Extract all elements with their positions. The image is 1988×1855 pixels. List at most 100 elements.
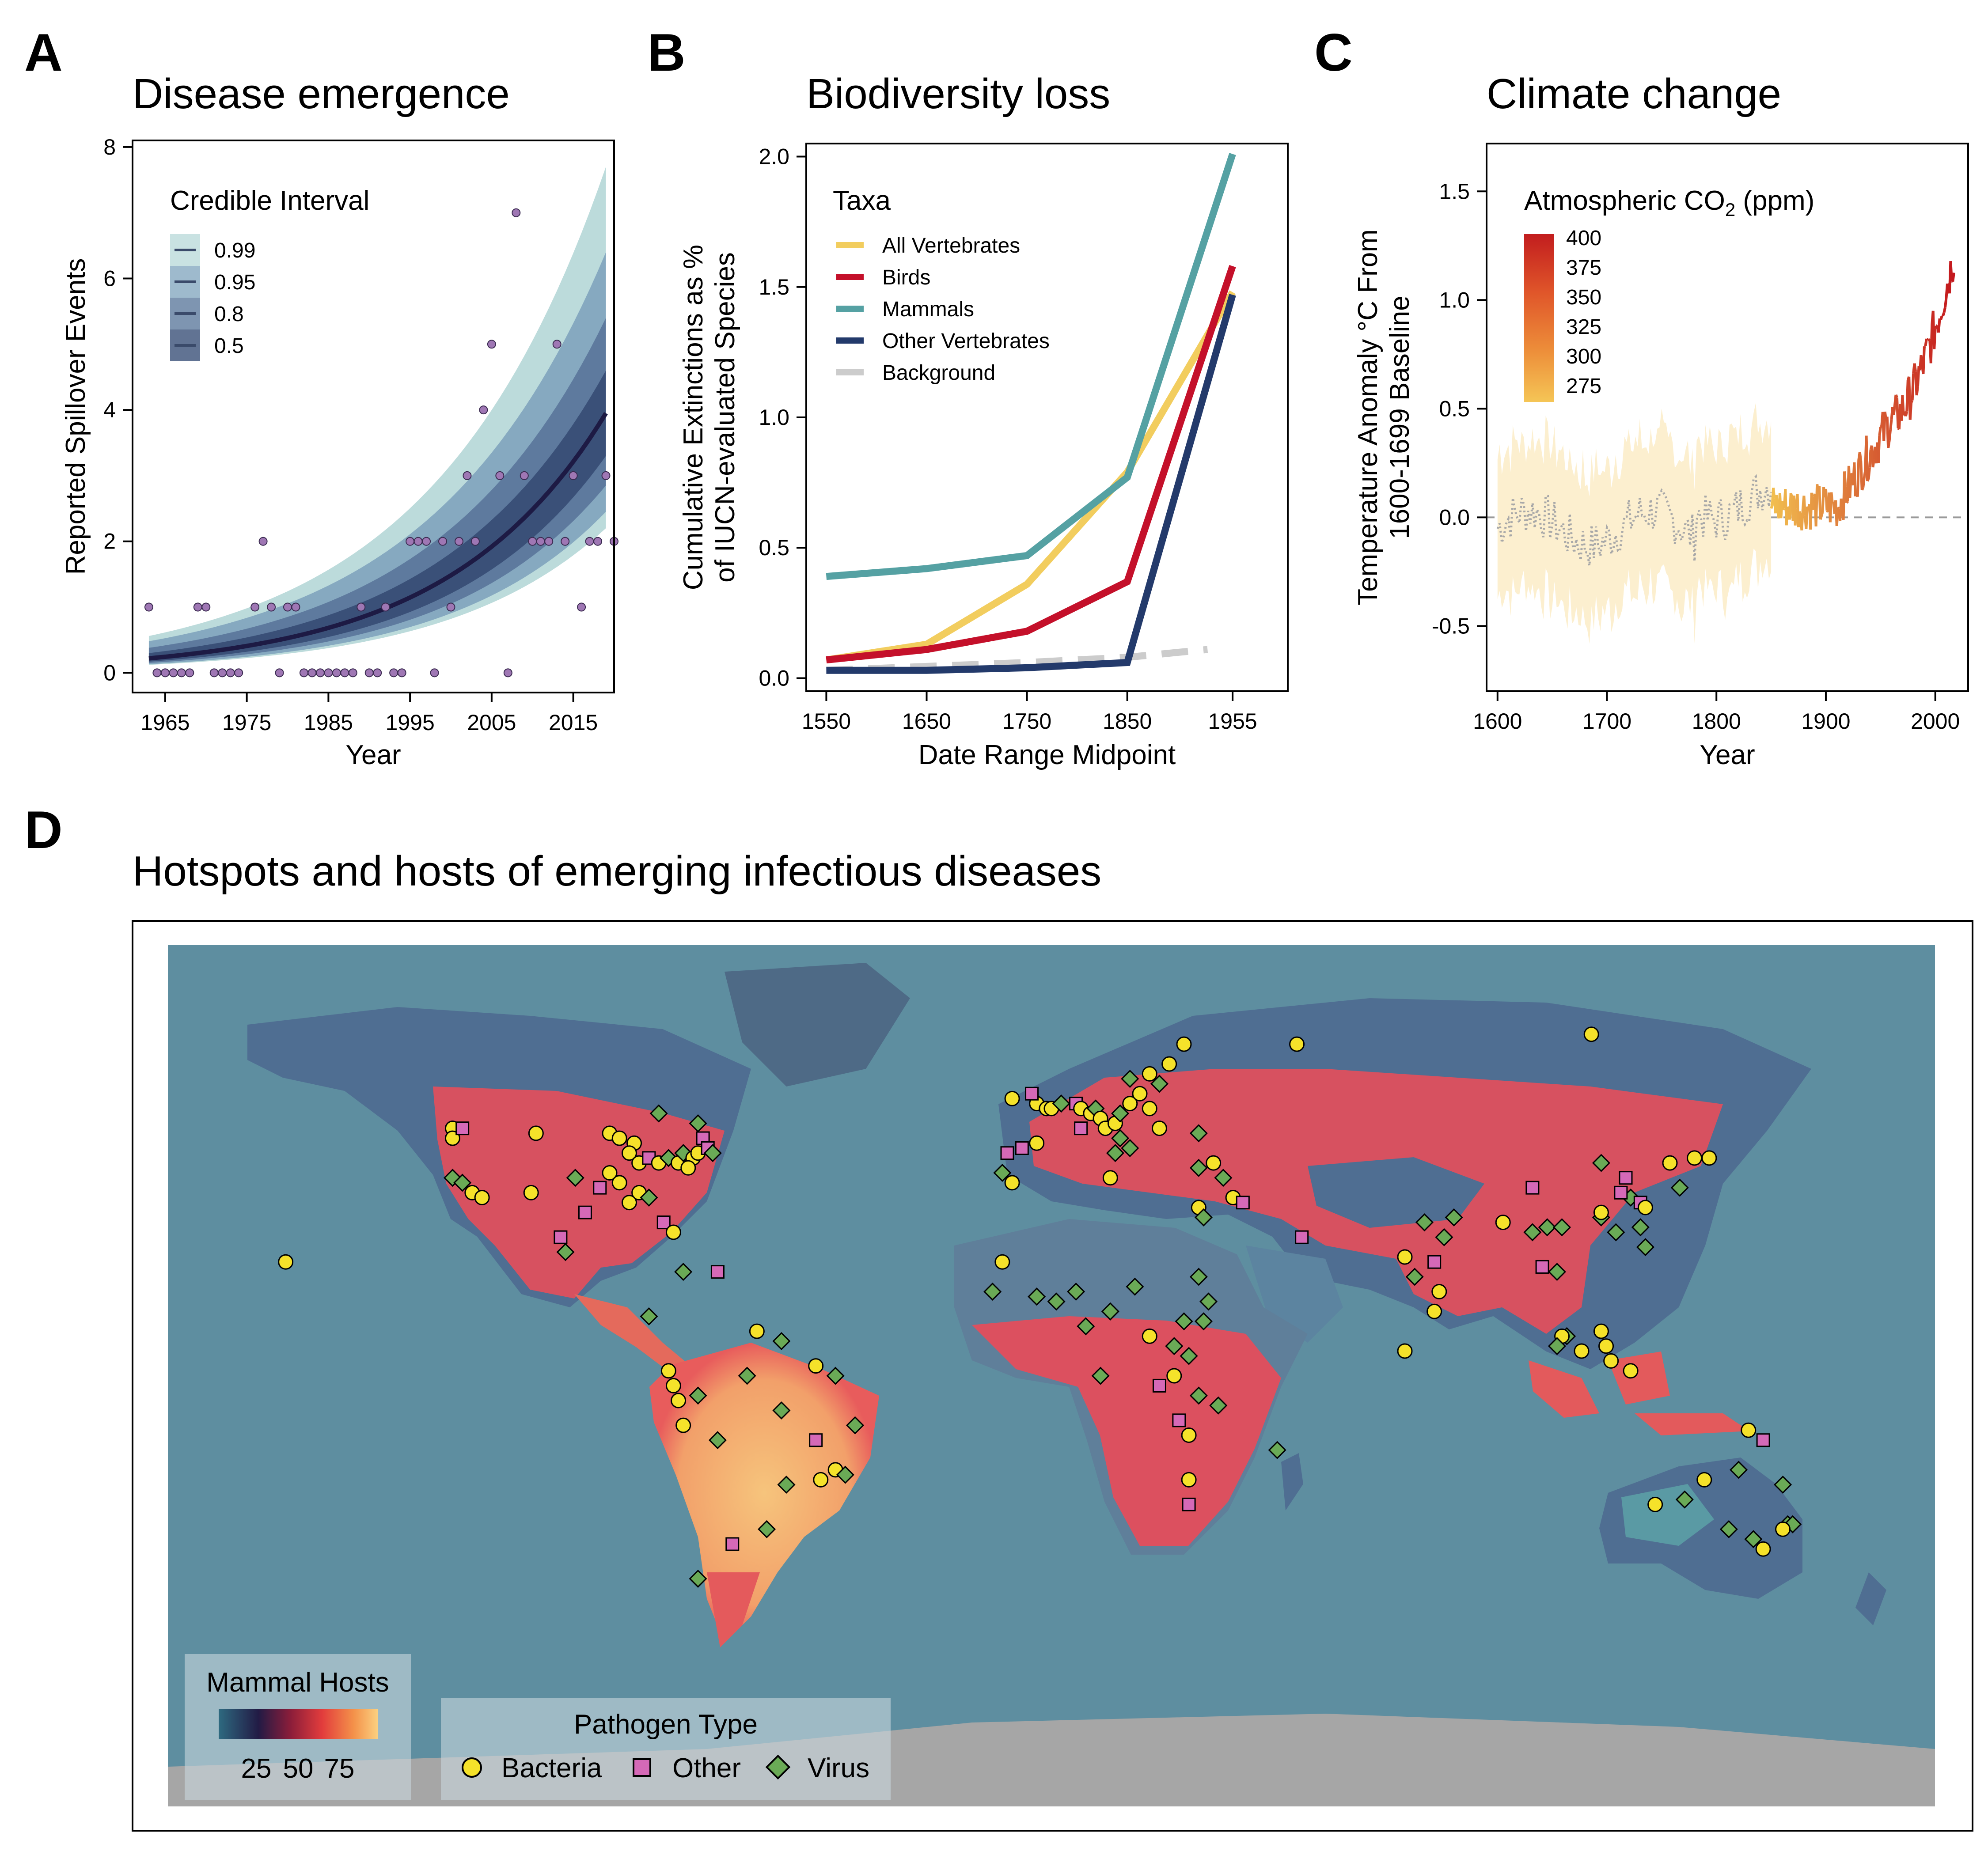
- other-point: [1172, 1413, 1186, 1427]
- bacteria-point: [1583, 1026, 1599, 1042]
- bacteria-point: [680, 1160, 696, 1176]
- virus-point: [846, 1416, 865, 1435]
- bacteria-point: [1181, 1472, 1197, 1488]
- other-point: [1025, 1086, 1039, 1101]
- instrumental-segment: [1859, 461, 1863, 490]
- panel-c-x-tick-label: 1900: [1801, 709, 1850, 734]
- panel-a-y-tick-label: 0: [103, 660, 116, 685]
- spillover-point: [315, 668, 325, 678]
- virus-point: [1111, 1129, 1130, 1147]
- taxa-legend-label: Other Vertebrates: [882, 329, 1050, 353]
- instrumental-segment: [1922, 346, 1926, 375]
- virus-point: [1268, 1441, 1286, 1459]
- panel-b-y-tick-label: 0.5: [759, 535, 789, 560]
- svg-text:Temperature Anomaly °C From: Temperature Anomaly °C From: [1353, 229, 1383, 606]
- virus-point: [1548, 1337, 1566, 1355]
- panel-b-x-tick-label: 1955: [1208, 709, 1257, 734]
- bacteria-point: [1142, 1328, 1157, 1344]
- panel-b-y-tick-label: 1.5: [759, 275, 789, 299]
- mammal-hosts-legend: Mammal Hosts 25 50 75: [185, 1654, 411, 1800]
- instrumental-segment: [1946, 283, 1950, 287]
- panel-a-y-tick-label: 6: [103, 266, 116, 291]
- panel-a-frame: [132, 140, 615, 693]
- virus-point: [1548, 1263, 1566, 1281]
- virus-point: [1126, 1277, 1144, 1296]
- other-point: [1535, 1260, 1549, 1274]
- other-point: [1525, 1181, 1540, 1195]
- spillover-point: [144, 602, 153, 612]
- virus-point: [738, 1367, 756, 1385]
- spillover-point: [299, 668, 308, 678]
- spillover-point: [218, 668, 227, 678]
- co2-legend-title: Atmospheric CO2 (ppm): [1524, 186, 1814, 220]
- spillover-point: [430, 668, 439, 678]
- spillover-point: [234, 668, 243, 678]
- panel-c-title: Climate change: [1487, 70, 1781, 117]
- taxa-legend-label: All Vertebrates: [882, 234, 1020, 257]
- spillover-point: [258, 537, 268, 546]
- credible-band: [148, 370, 606, 662]
- other-point: [1152, 1378, 1166, 1393]
- other-point: [554, 1230, 568, 1244]
- median-curve: [148, 412, 608, 661]
- spillover-point: [283, 602, 292, 612]
- spillover-point: [479, 405, 488, 415]
- bacteria-point: [1004, 1175, 1020, 1191]
- spillover-point: [536, 537, 545, 546]
- credible-legend-label: 0.95: [214, 271, 255, 294]
- virus-point: [1405, 1268, 1424, 1286]
- panel-a-y-tick-label: 8: [103, 135, 116, 159]
- instrumental-segment: [1772, 488, 1776, 499]
- bacteria-point: [665, 1224, 681, 1240]
- taxa-legend: Taxa All Vertebrates Birds Mammals Other Ve…: [833, 186, 1050, 385]
- spillover-point: [250, 602, 260, 612]
- panel-c-x-tick-label: 1800: [1692, 709, 1741, 734]
- virus-point: [1730, 1461, 1748, 1479]
- panel-b-x-tick-label: 1750: [1002, 709, 1051, 734]
- spillover-point: [520, 471, 529, 480]
- spillover-points: [144, 208, 618, 678]
- spillover-point: [169, 668, 178, 678]
- instrumental-segment: [1824, 488, 1829, 511]
- spillover-point: [209, 668, 219, 678]
- virus-point: [1101, 1302, 1119, 1321]
- instrumental-segment: [1798, 511, 1802, 517]
- virus-point: [1553, 1218, 1571, 1237]
- bacteria-point: [1662, 1155, 1678, 1171]
- reconstruction-line: [1496, 474, 1772, 566]
- bacteria-point: [994, 1254, 1010, 1270]
- spillover-point: [381, 602, 390, 612]
- virus-point: [556, 1243, 575, 1261]
- spillover-point: [275, 668, 284, 678]
- instrumental-segment: [1877, 435, 1881, 463]
- spillover-point: [348, 668, 357, 678]
- panel-c-y-tick-label: -0.5: [1432, 613, 1470, 638]
- virus-point: [1180, 1347, 1198, 1365]
- spillover-point: [438, 537, 448, 546]
- bacteria-point: [813, 1472, 829, 1488]
- bacteria-point: [1132, 1086, 1148, 1102]
- spillover-point: [577, 602, 586, 612]
- spillover-point: [357, 602, 366, 612]
- panel-a-x-ticks: 1965 1975 1985 1995 2005 2015: [140, 693, 598, 735]
- spillover-point: [561, 537, 570, 546]
- instrumental-segment: [1888, 429, 1892, 441]
- spillover-point: [593, 537, 603, 546]
- bacteria-point: [1181, 1427, 1197, 1443]
- bacteria-point: [1598, 1338, 1614, 1354]
- virus-point: [1189, 1158, 1208, 1177]
- bacteria-point: [1176, 1036, 1192, 1052]
- spillover-point: [601, 471, 611, 480]
- virus-point: [1189, 1386, 1208, 1405]
- virus-point: [1189, 1268, 1208, 1286]
- virus-point: [689, 1569, 707, 1588]
- bacteria-point: [1289, 1036, 1305, 1052]
- panel-a-x-tick-label: 1965: [140, 710, 190, 735]
- svg-text:Cumulative Extinctions as %: Cumulative Extinctions as %: [678, 245, 709, 590]
- virus-point: [777, 1476, 796, 1494]
- virus-point: [1592, 1154, 1610, 1172]
- panel-c-frame: [1486, 143, 1969, 692]
- panel-b-y-tick-label: 2.0: [759, 144, 789, 169]
- virus-point: [1214, 1169, 1233, 1187]
- spillover-point: [503, 668, 512, 678]
